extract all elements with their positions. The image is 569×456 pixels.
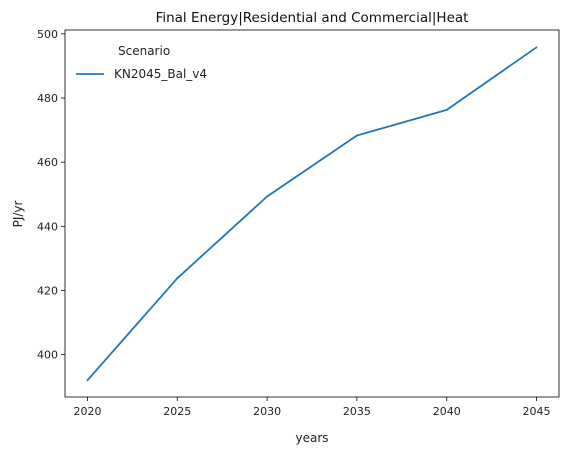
y-axis: 400 420 440 460 480 500 [37, 28, 65, 362]
y-tick-label: 480 [37, 92, 58, 105]
data-point [266, 195, 268, 198]
legend: Scenario KN2045_Bal_v4 [76, 44, 207, 81]
x-tick-label: 2035 [343, 405, 371, 418]
legend-entry-kn2045-bal-v4: KN2045_Bal_v4 [114, 67, 207, 81]
data-point [356, 134, 358, 137]
data-point [535, 46, 538, 49]
data-point [86, 379, 89, 382]
plot-area [64, 29, 560, 398]
data-point [445, 108, 448, 111]
x-axis-label: years [295, 431, 328, 445]
x-tick-label: 2020 [73, 405, 101, 418]
x-tick-label: 2030 [253, 405, 281, 418]
y-tick-label: 400 [37, 349, 58, 362]
x-tick-label: 2045 [523, 405, 551, 418]
legend-title: Scenario [118, 44, 170, 58]
x-tick-label: 2040 [433, 405, 461, 418]
data-point [176, 277, 179, 280]
y-tick-label: 460 [37, 156, 58, 169]
x-axis: 2020 2025 2030 2035 2040 2045 [73, 397, 551, 418]
series-line-0 [86, 46, 538, 381]
y-tick-label: 420 [37, 284, 58, 297]
y-axis-label: PJ/yr [11, 201, 25, 228]
chart-title: Final Energy|Residential and Commercial|… [156, 10, 469, 26]
y-tick-label: 500 [37, 28, 58, 41]
series-layer [86, 46, 538, 382]
x-tick-label: 2025 [163, 405, 191, 418]
y-tick-label: 440 [37, 220, 58, 233]
